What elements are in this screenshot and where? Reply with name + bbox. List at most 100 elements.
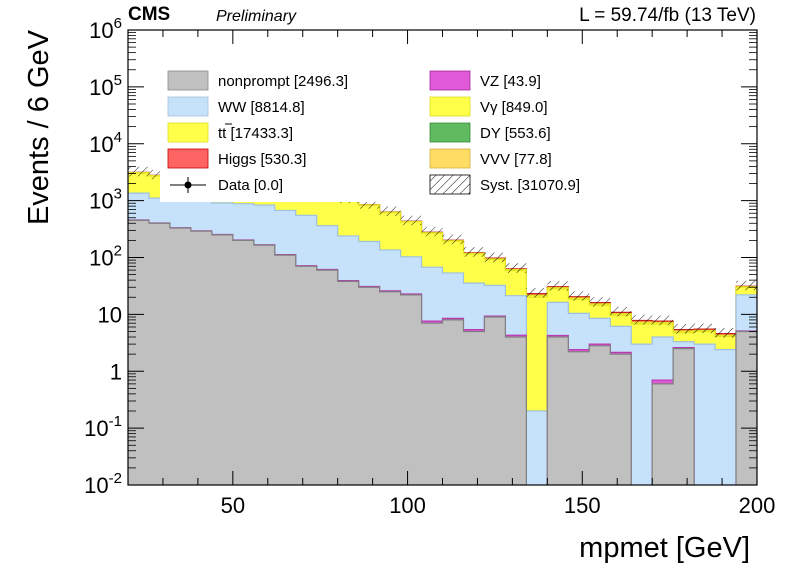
x-tick-label-200: 200 — [739, 493, 776, 518]
bar-nonprompt-11 — [358, 287, 380, 485]
y-tick-label-0: 1 — [110, 359, 122, 384]
legend-label-ww: WW [8814.8] — [218, 99, 305, 116]
syst-bin-27 — [694, 323, 716, 334]
legend-label-nonprompt: nonprompt [2496.3] — [218, 73, 348, 90]
legend-item-ww: WW [8814.8] — [167, 96, 305, 117]
legend-swatch-vz — [429, 70, 471, 91]
legend-swatch-vgamma — [429, 96, 471, 117]
y-tick-label-2: 102 — [89, 243, 122, 271]
legend-swatch-syst — [429, 174, 471, 195]
legend-label-syst: Syst. [31070.9] — [480, 177, 580, 194]
legend-item-vz: VZ [43.9] — [429, 70, 541, 91]
preliminary-label: Preliminary — [216, 8, 297, 25]
y-tick-label-1: 10 — [98, 302, 122, 327]
legend-label-data: Data [0.0] — [218, 177, 283, 194]
legend-item-vgamma: Vγ [849.0] — [429, 96, 548, 117]
outline-nonprompt — [128, 219, 757, 485]
syst-bin-26 — [673, 324, 695, 334]
syst-bin-21 — [568, 291, 590, 301]
y-tick-label--2: 10-2 — [84, 470, 122, 498]
bar-nonprompt-1 — [148, 223, 171, 485]
legend-swatch-higgs — [167, 148, 209, 169]
bar-nonprompt-10 — [337, 281, 360, 485]
syst-bin-28 — [715, 328, 737, 338]
syst-bin-17 — [484, 252, 506, 263]
syst-bin-23 — [610, 306, 632, 317]
syst-bin-25 — [652, 315, 674, 326]
legend-box — [160, 66, 600, 202]
legend-label-higgs: Higgs [530.3] — [218, 151, 306, 168]
bar-nonprompt-9 — [316, 270, 339, 485]
bar-nonprompt-13 — [400, 294, 422, 485]
bar-nonprompt-29 — [736, 331, 757, 485]
legend-swatch-nonprompt — [167, 70, 209, 91]
syst-bin-29 — [736, 280, 757, 291]
syst-bin-13 — [400, 215, 422, 226]
syst-bin-20 — [547, 281, 569, 291]
lumi-label: L = 59.74/fb (13 TeV) — [579, 5, 756, 26]
bar-nonprompt-18 — [505, 337, 527, 485]
bar-nonprompt-17 — [484, 316, 506, 485]
y-tick-label-6: 106 — [89, 15, 122, 43]
bar-nonprompt-4 — [211, 234, 234, 485]
bar-nonprompt-8 — [295, 266, 318, 485]
bar-ww-28 — [715, 349, 737, 485]
legend-item-vvv: VVV [77.8] — [429, 148, 552, 169]
syst-bin-18 — [505, 263, 527, 273]
syst-bin-11 — [358, 199, 380, 209]
legend-label-vvv: VVV [77.8] — [480, 151, 552, 168]
x-tick-label-150: 150 — [564, 493, 601, 518]
bar-nonprompt-12 — [379, 291, 401, 485]
bar-nonprompt-2 — [169, 228, 192, 485]
histogram-bars — [128, 171, 757, 485]
syst-bin-16 — [463, 247, 485, 257]
y-tick-label-5: 105 — [89, 72, 122, 100]
syst-bin-24 — [631, 315, 653, 325]
legend-item-higgs: Higgs [530.3] — [167, 148, 306, 169]
bar-nonprompt-7 — [274, 255, 297, 485]
legend-label-vgamma: Vγ [849.0] — [480, 99, 548, 116]
syst-bin-14 — [421, 226, 443, 237]
legend-swatch-tt — [167, 122, 209, 143]
bar-nonprompt-16 — [463, 331, 485, 485]
bar-nonprompt-26 — [673, 348, 695, 485]
x-tick-label-50: 50 — [221, 493, 245, 518]
bar-nonprompt-3 — [190, 231, 213, 485]
syst-bin-19 — [526, 288, 548, 298]
syst-bin-12 — [379, 206, 401, 217]
bar-nonprompt-5 — [232, 240, 255, 485]
y-axis-title: Events / 6 GeV — [23, 29, 55, 225]
legend-marker-data-dot — [184, 181, 192, 189]
legend-item-syst: Syst. [31070.9] — [429, 174, 580, 195]
legend-swatch-vvv — [429, 148, 471, 169]
legend-label-vz: VZ [43.9] — [480, 73, 541, 90]
bar-nonprompt-25 — [652, 383, 674, 485]
bar-nonprompt-21 — [568, 351, 590, 485]
y-tick-label-3: 103 — [89, 186, 122, 214]
legend-swatch-ww — [167, 96, 209, 117]
syst-bin-22 — [589, 297, 611, 307]
cms-label: CMS — [128, 4, 170, 25]
bar-nonprompt-14 — [421, 323, 443, 485]
legend-swatch-dy — [429, 122, 471, 143]
x-tick-label-100: 100 — [389, 493, 426, 518]
bar-nonprompt-20 — [547, 337, 569, 485]
x-axis-title: mpmet [GeV] — [579, 532, 750, 564]
legend-label-tt: tt [17433.3] — [218, 125, 293, 142]
syst-bin-15 — [442, 234, 464, 245]
bar-ww-27 — [694, 344, 716, 485]
syst-bin-0 — [128, 166, 149, 177]
bar-nonprompt-22 — [589, 345, 611, 485]
y-tick-label--1: 10-1 — [84, 413, 122, 441]
axes: 50 100 150 200 10-2 10-1 1 10 102 103 104 105 106 — [84, 15, 775, 518]
legend-item-dy: DY [553.6] — [429, 122, 551, 143]
syst-bin-1 — [148, 169, 170, 180]
legend-item-data: Data [0.0] — [170, 177, 283, 194]
bar-ww-24 — [631, 344, 653, 485]
bar-nonprompt-6 — [253, 245, 276, 485]
bar-ww-19 — [526, 411, 548, 485]
legend-label-dy: DY [553.6] — [480, 125, 551, 142]
bar-nonprompt-23 — [610, 354, 632, 485]
legend-item-tt: tt [17433.3] — [167, 122, 293, 143]
